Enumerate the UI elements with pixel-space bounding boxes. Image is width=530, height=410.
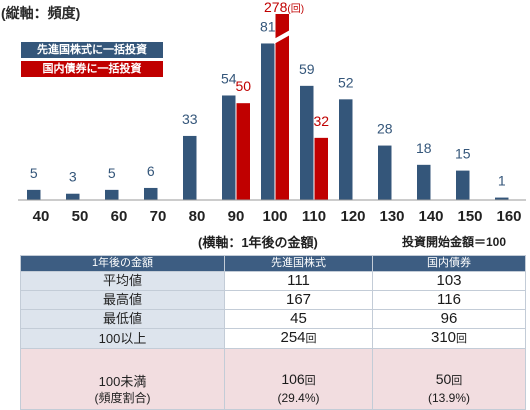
stock-bar-150 [456,170,470,200]
x-axis-label: (横軸：1年後の金額) [198,235,318,250]
stats-table: 1年後の金額 先進国株式 国内債券 平均値 111 103 最高値 167 11… [20,255,526,410]
stock-value-label-80: 33 [182,111,198,127]
table-header-row: 1年後の金額 先進国株式 国内債券 [20,255,526,272]
bond-max: 116 [372,290,526,310]
x-tick-label: 70 [150,208,167,225]
header-amount: 1年後の金額 [20,255,225,272]
stock-mean: 111 [224,271,373,291]
stock-value-label-70: 6 [147,163,155,179]
stock-value-label-160: 1 [498,173,506,189]
x-tick-label: 90 [228,208,245,225]
row-label-min: 最低値 [20,309,225,329]
table-row: 平均値 111 103 [20,271,526,291]
table-row: 100未満 (頻度割合) 106回 (29.4%) 50回 (13.9%) [20,348,526,410]
stock-bar-90 [222,95,236,200]
stock-bar-50 [66,193,80,200]
stock-bar-110 [300,85,314,200]
row-label-mean: 平均値 [20,271,225,291]
stock-value-label-130: 28 [377,121,393,137]
x-tick-label: 40 [33,208,50,225]
below-100-label: 100未満 [98,374,147,389]
bond-value-label-100: 278(回) [264,0,304,15]
legend-stock: 先進国株式に一括投資 [21,42,163,58]
count-unit: 回 [456,333,468,345]
header-stock: 先進国株式 [224,255,373,272]
count-unit: 回 [305,333,317,345]
stock-value-label-90: 54 [221,70,237,86]
bond-mean: 103 [372,271,526,291]
stock-bar-70 [144,187,158,200]
stock-bar-140 [417,164,431,200]
x-tick-label: 140 [418,208,443,225]
x-tick-label: 130 [379,208,404,225]
stock-bar-60 [105,189,119,200]
stock-value-label-60: 5 [108,165,116,181]
stock-above-100: 254回 [224,328,373,349]
x-tick-label: 80 [189,208,206,225]
start-amount-note: 投資開始金額＝100 [402,235,507,249]
count-unit: 回 [451,375,463,387]
stock-bar-40 [27,189,41,200]
stock-bar-160 [495,197,509,200]
count-unit: 回 [304,375,316,387]
bond-value-label-110: 32 [313,113,329,129]
bond-above-100: 310回 [372,328,526,349]
stock-value-label-50: 3 [69,169,77,185]
stock-above-100-count: 254 [280,329,306,346]
stock-value-label-150: 15 [455,146,471,162]
stock-value-label-100: 81 [260,18,276,34]
bond-bar-100 [275,14,289,200]
stock-max: 167 [224,290,373,310]
bond-min: 96 [372,309,526,329]
stock-bar-130 [378,145,392,200]
bond-value-label-90: 50 [235,78,251,94]
stock-value-label-40: 5 [30,165,38,181]
bond-above-100-count: 310 [430,329,457,346]
x-tick-label: 150 [457,208,482,225]
y-axis-label: (縦軸：頻度) [1,5,81,21]
x-tick-label: 60 [111,208,128,225]
stock-value-label-110: 59 [299,61,315,77]
stock-below-100-ratio: (29.4%) [277,391,320,405]
x-tick-label: 50 [72,208,89,225]
stock-value-label-120: 52 [338,74,354,90]
bond-bar-110 [314,137,328,200]
x-tick-label: 100 [262,208,287,225]
stock-bar-120 [339,99,353,200]
legend-bond: 国内債券に一括投資 [21,61,163,77]
bond-bar-90 [236,103,250,200]
x-tick-label: 110 [302,208,326,225]
stock-value-label-140: 18 [416,140,432,156]
bond-below-100-ratio: (13.9%) [427,391,471,405]
row-label-below-100: 100未満 (頻度割合) [20,348,225,410]
table-row: 最高値 167 116 [20,290,526,310]
header-bond: 国内債券 [372,255,526,272]
x-tick-label: 120 [340,208,365,225]
frequency-ratio-label: (頻度割合) [94,391,151,405]
axis-break-mark [274,30,290,44]
row-label-above-100: 100以上 [20,328,225,349]
row-label-max: 最高値 [20,290,225,310]
stock-min: 45 [224,309,373,329]
stock-below-100: 106回 (29.4%) [224,348,373,410]
stock-below-100-count: 106 [281,371,305,387]
value-label-number: 278 [264,0,288,15]
table-row: 最低値 45 96 [20,309,526,329]
value-label-unit: (回) [287,3,304,15]
bond-below-100-count: 50 [435,371,452,387]
x-tick-label: 160 [496,208,521,225]
stock-bar-80 [183,135,197,200]
stock-bar-100 [261,43,275,200]
table-row: 100以上 254回 310回 [20,328,526,349]
bond-below-100: 50回 (13.9%) [372,348,526,410]
